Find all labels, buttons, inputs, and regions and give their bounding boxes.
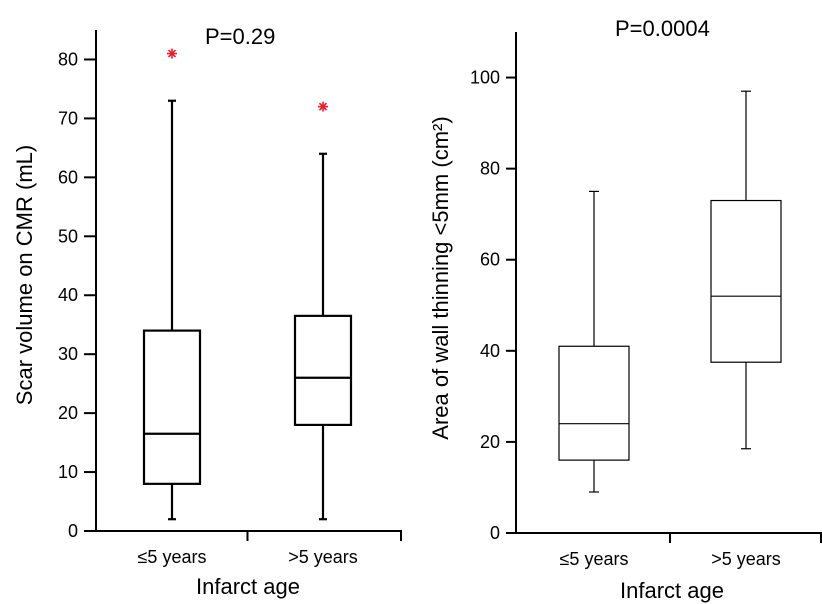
box-1 bbox=[558, 190, 630, 493]
y-tick-label: 10 bbox=[58, 462, 78, 482]
y-tick-label: 60 bbox=[480, 250, 500, 270]
iqr-box bbox=[710, 199, 782, 363]
y-tick-label: 0 bbox=[68, 521, 78, 541]
category-label: ≤5 years bbox=[560, 549, 629, 569]
y-tick-label: 70 bbox=[58, 108, 78, 128]
y-tick-label: 50 bbox=[58, 226, 78, 246]
box-2 bbox=[710, 90, 782, 450]
y-axis-title: Area of wall thinning <5mm (cm²) bbox=[428, 116, 453, 439]
x-axis-title: Infarct age bbox=[196, 574, 300, 599]
outlier-point bbox=[167, 48, 177, 59]
category-label: >5 years bbox=[711, 549, 781, 569]
category-label: >5 years bbox=[288, 547, 358, 567]
y-tick-label: 60 bbox=[58, 167, 78, 187]
p-value-annotation: P=0.0004 bbox=[615, 16, 710, 41]
y-tick-label: 0 bbox=[490, 523, 500, 543]
category-label: ≤5 years bbox=[138, 547, 207, 567]
iqr-box bbox=[142, 329, 202, 485]
iqr-box bbox=[558, 345, 630, 461]
y-tick-label: 20 bbox=[58, 403, 78, 423]
panel-1: 0 10 20 30 40 50 60 70 80 ≤5 years >5 years Infarct… bbox=[12, 24, 402, 599]
p-value-annotation: P=0.29 bbox=[205, 24, 275, 49]
outlier-point bbox=[318, 101, 328, 112]
x-axis-title: Infarct age bbox=[620, 578, 724, 603]
y-tick-label: 40 bbox=[58, 285, 78, 305]
panel-2: 0 20 40 60 80 100 ≤5 years >5 years Infarct age A… bbox=[428, 16, 822, 603]
y-tick-label: 20 bbox=[480, 432, 500, 452]
y-tick-label: 80 bbox=[480, 159, 500, 179]
box-1 bbox=[142, 48, 202, 521]
y-tick-label: 100 bbox=[470, 68, 500, 88]
y-axis-title: Scar volume on CMR (mL) bbox=[12, 145, 37, 405]
iqr-box bbox=[293, 314, 353, 427]
box-2 bbox=[293, 101, 353, 521]
y-tick-label: 80 bbox=[58, 49, 78, 69]
y-tick-label: 30 bbox=[58, 344, 78, 364]
y-tick-label: 40 bbox=[480, 341, 500, 361]
